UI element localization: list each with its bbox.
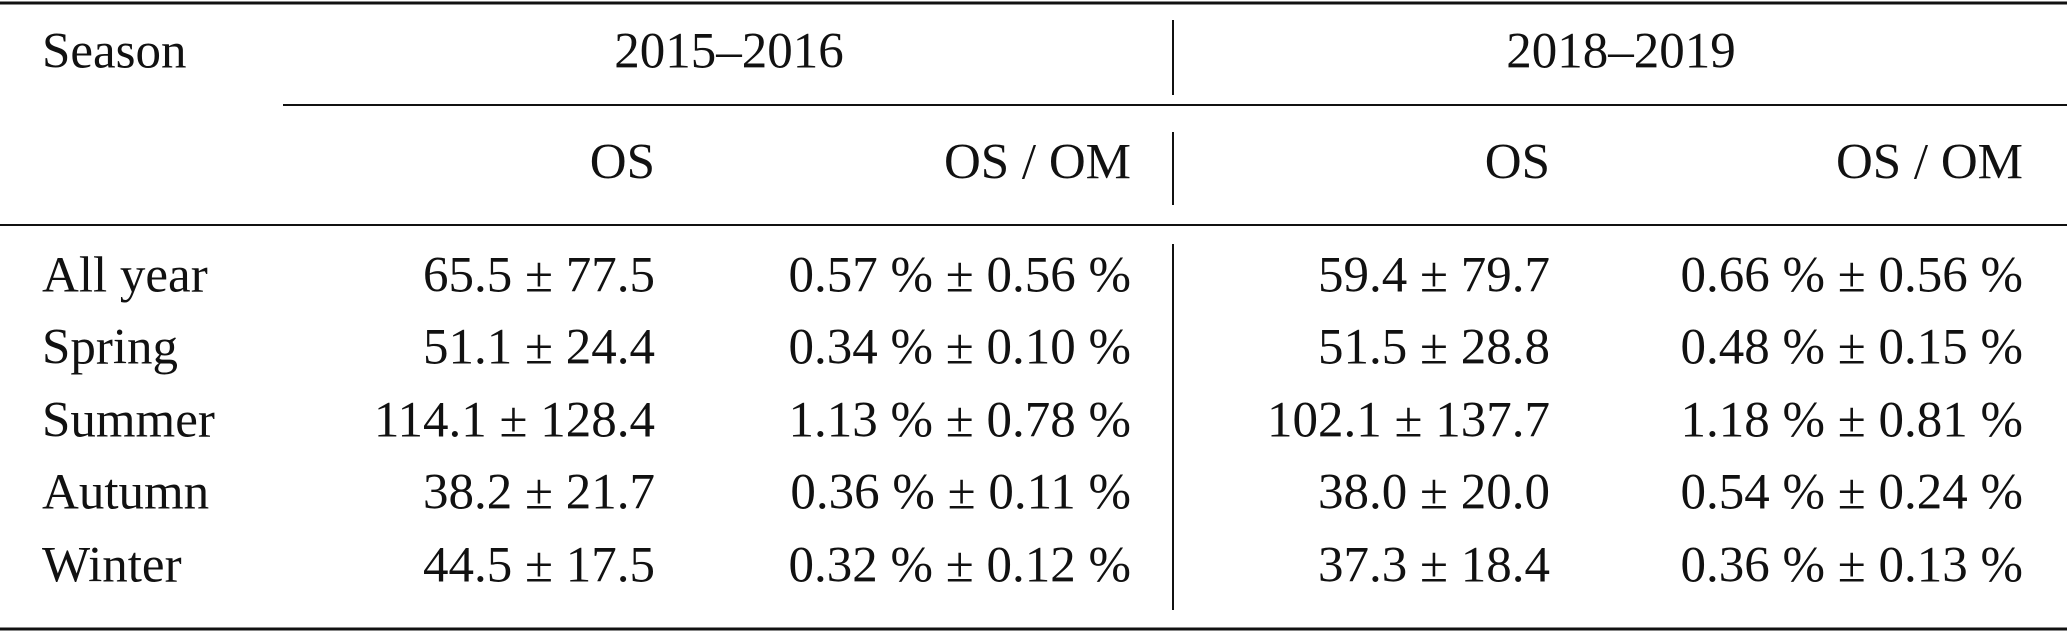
stub-header: Season	[42, 24, 186, 80]
row-label: Autumn	[42, 465, 209, 521]
cell: 0.36 % ± 0.11 %	[790, 465, 1131, 521]
cell: 44.5 ± 17.5	[423, 538, 655, 594]
cell: 114.1 ± 128.4	[374, 393, 655, 449]
column-header: OS	[1485, 135, 1550, 191]
cell: 59.4 ± 79.7	[1318, 248, 1550, 304]
cell: 38.2 ± 21.7	[423, 465, 655, 521]
cell: 0.34 % ± 0.10 %	[789, 320, 1131, 376]
cell: 0.57 % ± 0.56 %	[789, 248, 1131, 304]
group-header: 2015–2016	[614, 24, 844, 80]
cell: 65.5 ± 77.5	[423, 248, 655, 304]
cell: 0.48 % ± 0.15 %	[1681, 320, 2023, 376]
cell: 37.3 ± 18.4	[1318, 538, 1550, 594]
cell: 0.54 % ± 0.24 %	[1681, 465, 2023, 521]
column-header: OS	[590, 135, 655, 191]
cell: 102.1 ± 137.7	[1267, 393, 1550, 449]
cell: 0.36 % ± 0.13 %	[1681, 538, 2023, 594]
row-label: Spring	[42, 320, 178, 376]
cell: 51.1 ± 24.4	[423, 320, 655, 376]
cell: 1.18 % ± 0.81 %	[1681, 393, 2023, 449]
cell: 1.13 % ± 0.78 %	[789, 393, 1131, 449]
row-label: Winter	[42, 538, 182, 594]
row-label: Summer	[42, 393, 215, 449]
column-header: OS / OM	[1836, 135, 2023, 191]
cell: 51.5 ± 28.8	[1318, 320, 1550, 376]
cell: 0.66 % ± 0.56 %	[1681, 248, 2023, 304]
group-header: 2018–2019	[1506, 24, 1736, 80]
column-header: OS / OM	[944, 135, 1131, 191]
cell: 0.32 % ± 0.12 %	[789, 538, 1131, 594]
cell: 38.0 ± 20.0	[1318, 465, 1550, 521]
row-label: All year	[42, 248, 208, 304]
